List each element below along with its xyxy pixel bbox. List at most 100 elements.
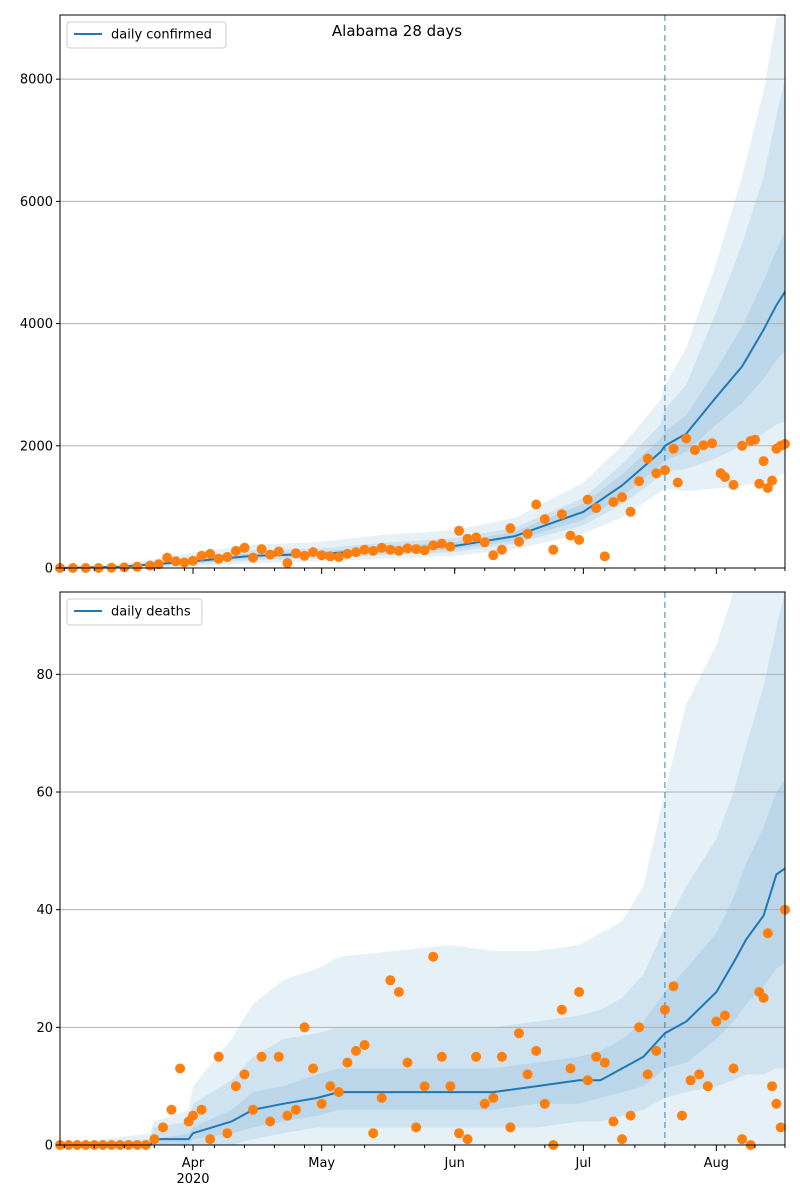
confirmed-observed-point bbox=[505, 523, 516, 534]
confirmed-legend: daily confirmed bbox=[66, 21, 227, 49]
confirmed-observed-point bbox=[707, 438, 718, 449]
confirmed-observed-point bbox=[599, 551, 610, 562]
deaths-observed-point bbox=[149, 1134, 160, 1145]
confirmed-observed-point bbox=[582, 494, 593, 505]
deaths-observed-point bbox=[462, 1134, 473, 1145]
confirmed-observed-point bbox=[454, 525, 464, 536]
deaths-observed-point bbox=[617, 1134, 627, 1145]
confirmed-observed-point bbox=[522, 528, 533, 539]
confirmed-observed-point bbox=[132, 561, 143, 572]
deaths-observed-point bbox=[265, 1116, 276, 1127]
deaths-observed-point bbox=[205, 1134, 216, 1145]
confirmed-observed-point bbox=[531, 499, 542, 510]
deaths-observed-point bbox=[299, 1022, 310, 1033]
confirmed-axes-frame bbox=[59, 14, 786, 569]
deaths-observed-point bbox=[582, 1075, 593, 1086]
deaths-observed-point bbox=[625, 1110, 636, 1121]
confirmed-panel: 0 2000 4000 6000 8000 Alabama 28 days daily … bbox=[20, 14, 790, 577]
confirmed-observed-point bbox=[119, 562, 130, 573]
deaths-observed-point bbox=[565, 1063, 576, 1074]
confirmed-y-tick-label: 2000 bbox=[20, 439, 53, 454]
deaths-observed-point bbox=[539, 1098, 550, 1109]
confirmed-observed-point bbox=[248, 552, 258, 563]
deaths-observed-point bbox=[767, 1081, 778, 1092]
confirmed-observed-point bbox=[145, 560, 156, 571]
confirmed-observed-point bbox=[376, 542, 387, 553]
deaths-observed-point bbox=[608, 1116, 619, 1127]
confirmed-observed-point bbox=[230, 545, 241, 556]
confirmed-observed-point bbox=[445, 541, 456, 552]
deaths-y-tick-label: 40 bbox=[36, 903, 53, 918]
deaths-observed-point bbox=[239, 1069, 250, 1080]
deaths-y-tick-label: 20 bbox=[36, 1021, 53, 1036]
confirmed-observed-point bbox=[188, 555, 198, 566]
confirmed-observed-point bbox=[359, 544, 370, 555]
confirmed-observed-point bbox=[651, 468, 662, 479]
confirmed-observed-point bbox=[539, 514, 550, 525]
deaths-observed-point bbox=[728, 1063, 739, 1074]
deaths-band-2 bbox=[60, 780, 785, 1145]
deaths-observed-point bbox=[496, 1051, 507, 1062]
confirmed-observed-point bbox=[205, 548, 216, 559]
confirmed-observed-point bbox=[689, 445, 700, 456]
deaths-observed-point bbox=[376, 1092, 387, 1103]
deaths-observed-point bbox=[574, 987, 585, 997]
deaths-observed-point bbox=[359, 1040, 370, 1050]
deaths-observed-point bbox=[599, 1057, 610, 1068]
deaths-observed-point bbox=[230, 1081, 241, 1092]
confirmed-median-line bbox=[59, 291, 786, 569]
deaths-observed-point bbox=[158, 1122, 168, 1133]
deaths-y-tick-label: 60 bbox=[36, 786, 53, 801]
confirmed-observed-point bbox=[698, 440, 709, 451]
confirmed-observed-point bbox=[239, 542, 250, 553]
confirmed-observed-point bbox=[385, 544, 396, 555]
confirmed-observed-point bbox=[153, 559, 164, 570]
deaths-observed-point bbox=[737, 1134, 748, 1145]
confirmed-observed-point bbox=[462, 533, 473, 544]
confirmed-observed-point bbox=[299, 550, 310, 561]
deaths-observed-point bbox=[771, 1098, 782, 1109]
confirmed-y-tick-label: 0 bbox=[45, 562, 53, 577]
deaths-legend: daily deaths bbox=[66, 598, 203, 626]
deaths-observed-point bbox=[685, 1075, 696, 1086]
confirmed-x-ticks bbox=[63, 568, 786, 574]
confirmed-observed-point bbox=[617, 492, 627, 503]
deaths-observed-point bbox=[719, 1010, 730, 1021]
deaths-observed-point bbox=[419, 1081, 430, 1092]
deaths-observed-point bbox=[436, 1051, 447, 1062]
deaths-bands bbox=[60, 592, 785, 1145]
deaths-observed-point bbox=[342, 1057, 353, 1068]
deaths-legend-box bbox=[66, 598, 203, 626]
deaths-observed-point bbox=[368, 1128, 379, 1139]
confirmed-observed-point bbox=[548, 544, 559, 555]
deaths-observed-point bbox=[479, 1098, 490, 1109]
deaths-observed-point bbox=[531, 1045, 542, 1056]
deaths-y-ticks: 0 20 40 60 80 bbox=[36, 668, 60, 1154]
deaths-observed-point bbox=[428, 951, 439, 962]
deaths-observed-point bbox=[659, 1004, 670, 1015]
confirmed-observed-point bbox=[591, 503, 602, 514]
deaths-observed-point bbox=[677, 1110, 687, 1121]
confirmed-observed-point bbox=[762, 483, 773, 493]
confirmed-observed-point bbox=[351, 547, 361, 558]
deaths-observed-point bbox=[702, 1081, 713, 1092]
deaths-observed-point bbox=[282, 1110, 293, 1121]
confirmed-observed-point bbox=[273, 546, 284, 557]
deaths-observed-point bbox=[471, 1051, 482, 1062]
confirmed-observed-point bbox=[488, 550, 499, 561]
deaths-observed-point bbox=[668, 981, 679, 992]
confirmed-observed-point bbox=[196, 550, 207, 561]
confirmed-observed-point bbox=[758, 456, 769, 467]
confirmed-observed-point bbox=[162, 552, 173, 563]
deaths-observed-point bbox=[393, 987, 404, 997]
confirmed-observed-point bbox=[419, 545, 430, 556]
confirmed-y-tick-label: 8000 bbox=[20, 73, 53, 88]
deaths-observed-point bbox=[591, 1051, 602, 1062]
confirmed-chart-title: Alabama 28 days bbox=[332, 22, 462, 40]
deaths-observed-point bbox=[711, 1016, 722, 1027]
confirmed-observed-point bbox=[672, 477, 683, 488]
deaths-observed-point bbox=[385, 975, 396, 986]
